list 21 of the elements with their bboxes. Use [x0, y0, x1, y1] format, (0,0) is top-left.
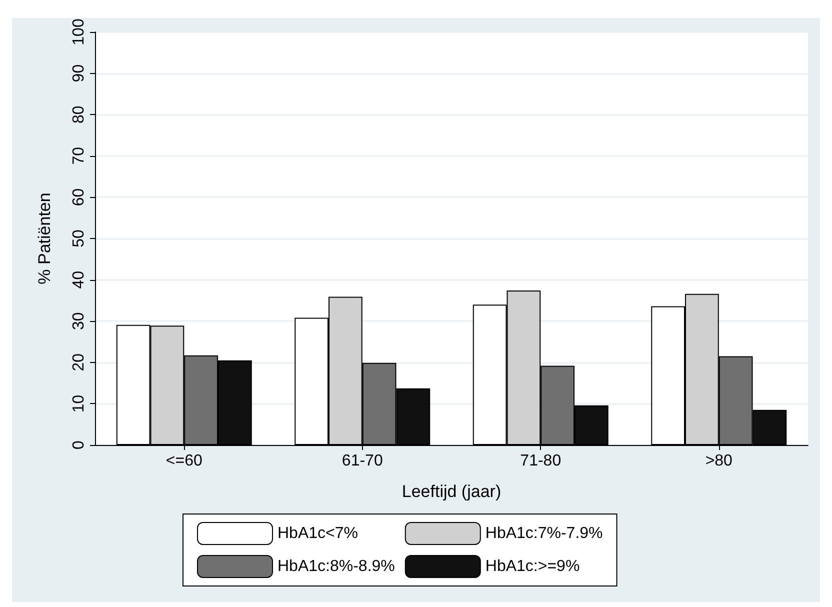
x-axis-title: Leeftijd (jaar) [402, 482, 502, 501]
legend-label: HbA1c:8%-8.9% [278, 558, 395, 575]
y-tick-label: 100 [70, 18, 88, 46]
x-tick-label: <=60 [166, 452, 202, 470]
y-tick-label: 40 [70, 270, 88, 289]
y-tick-label: 20 [70, 353, 88, 372]
y-tick-label: 60 [70, 188, 88, 206]
y-tick-label: 80 [70, 106, 88, 124]
legend-label: HbA1c:>=9% [485, 558, 580, 575]
legend-label: HbA1c<7% [278, 525, 358, 542]
x-tick-label: >80 [705, 452, 733, 470]
y-axis-title: % Patiënten [35, 192, 54, 284]
y-tick-label: 50 [70, 230, 88, 248]
y-tick-label: 90 [70, 64, 88, 82]
y-tick-label: 30 [70, 312, 88, 330]
y-tick-label: 10 [70, 394, 88, 413]
x-tick-label: 71-80 [520, 452, 562, 470]
legend-label: HbA1c:7%-7.9% [485, 525, 603, 542]
y-tick-label: 70 [70, 146, 88, 165]
y-tick-label: 0 [70, 440, 88, 450]
x-tick-label: 61-70 [342, 452, 383, 470]
